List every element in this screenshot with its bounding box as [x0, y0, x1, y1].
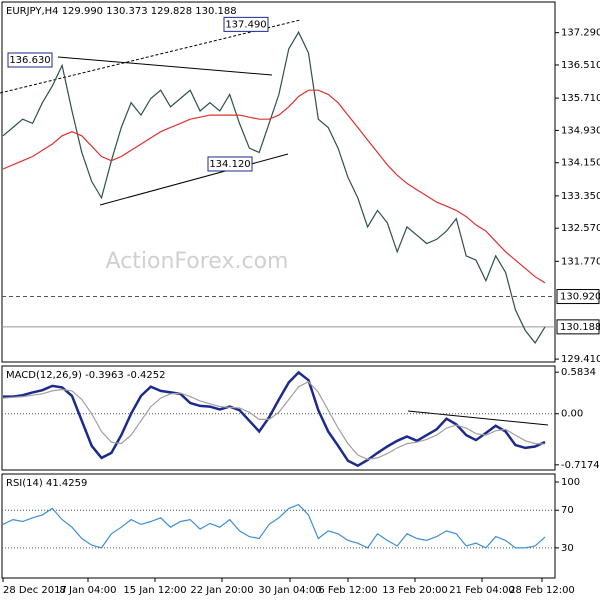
y-tick-label: 131.770 [561, 256, 600, 267]
annotation-box [223, 16, 269, 32]
panel-frame [1, 1, 556, 363]
panel-title: MACD(12,26,9) -0.3963 -0.4252 [6, 370, 166, 381]
x-tick-label: 21 Feb 04:00 [449, 585, 515, 596]
series-line [2, 503, 546, 549]
x-tick-label: 28 Feb 12:00 [509, 585, 575, 596]
y-tick-label: 129.410 [561, 354, 600, 365]
y-tick-label: 134.930 [561, 125, 600, 136]
annotation-box [207, 156, 253, 172]
panel-title: EURJPY,H4 129.990 130.373 129.828 130.18… [6, 6, 237, 17]
level-label: 130.920 [560, 292, 600, 303]
y-tick-label: 137.290 [561, 28, 600, 39]
y-tick-label: 132.570 [561, 223, 600, 234]
x-tick-label: 28 Dec 2017 [3, 585, 67, 596]
panel-title: RSI(14) 41.4259 [6, 478, 87, 489]
y-tick-label: 0.5834 [561, 367, 596, 378]
annotation-box [7, 52, 53, 68]
series-line [2, 89, 546, 284]
level-box [556, 289, 600, 305]
level-box [556, 319, 600, 335]
trend-line [57, 56, 273, 76]
x-tick-label: 22 Jan 20:00 [190, 585, 253, 596]
annotation-label: 136.630 [9, 55, 50, 66]
series-line [3, 370, 546, 468]
annotation-label: 134.120 [209, 159, 250, 170]
y-tick-label: 133.350 [561, 191, 600, 202]
panel-frame [1, 473, 556, 579]
watermark: ActionForex.com [106, 249, 289, 274]
y-tick-label: 0.00 [561, 409, 583, 420]
y-tick-label: 134.150 [561, 158, 600, 169]
annotation-label: 137.490 [225, 19, 266, 30]
y-tick-label: 30 [561, 543, 574, 554]
x-tick-label: 13 Feb 20:00 [382, 585, 448, 596]
x-tick-label: 30 Jan 04:00 [258, 585, 321, 596]
x-tick-label: 6 Feb 12:00 [318, 585, 377, 596]
y-tick-label: 136.510 [561, 60, 600, 71]
series-line [2, 380, 546, 460]
y-tick-label: -0.7174 [561, 460, 600, 471]
level-label: 130.188 [560, 322, 600, 333]
x-tick-label: 15 Jan 12:00 [123, 585, 186, 596]
trend-line [0, 19, 301, 94]
series-line [2, 30, 546, 344]
trend-line [99, 153, 289, 206]
y-tick-label: 100 [561, 477, 580, 488]
x-tick-label: 8 Jan 04:00 [60, 585, 117, 596]
y-tick-label: 70 [561, 505, 574, 516]
panel-frame [1, 365, 556, 471]
y-tick-label: 135.710 [561, 93, 600, 104]
